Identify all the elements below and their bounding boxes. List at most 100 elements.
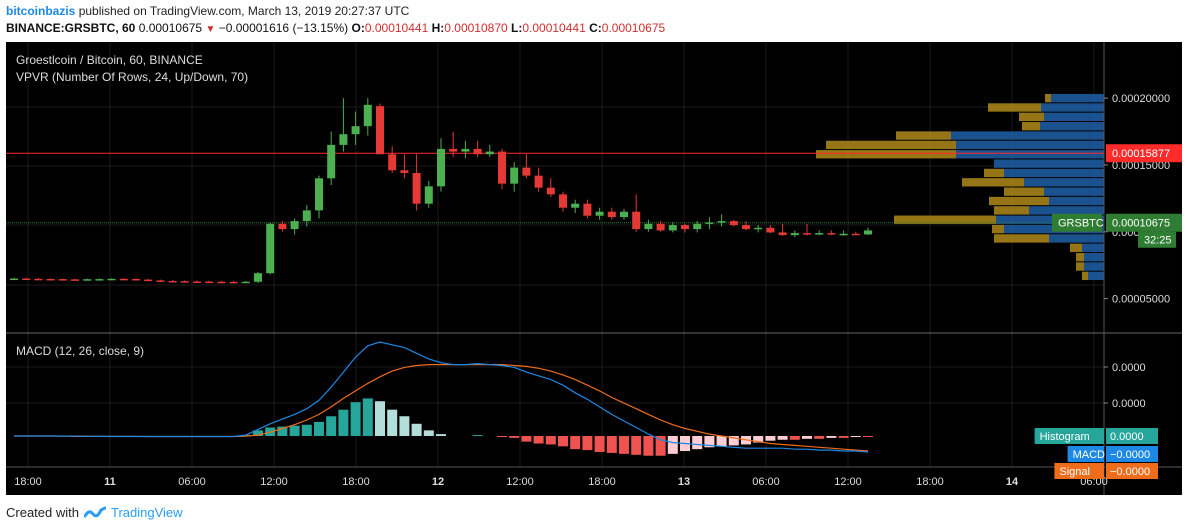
volume-profile-up-bar bbox=[989, 196, 1049, 206]
macd-legend-value: −0.0000 bbox=[1110, 466, 1150, 478]
symbol-badge bbox=[1052, 213, 1102, 232]
symbol-label: BINANCE:GRSBTC, 60 bbox=[6, 21, 136, 35]
candle-body bbox=[180, 281, 189, 283]
volume-profile-up-bar bbox=[816, 150, 956, 159]
histogram-bar bbox=[704, 436, 715, 448]
vpvr-label: VPVR (Number Of Rows, 24, Up/Down, 70) bbox=[16, 70, 248, 84]
candle-body bbox=[71, 279, 79, 281]
time-tick-label: 13 bbox=[678, 476, 690, 488]
candle-body bbox=[571, 203, 580, 208]
candle-body bbox=[376, 106, 384, 155]
candle-body bbox=[95, 279, 104, 281]
author-link[interactable]: bitcoinbazis bbox=[6, 4, 76, 18]
candle-body bbox=[278, 223, 287, 230]
candle-body bbox=[717, 221, 726, 223]
price-change: −0.00001616 (−13.15%) bbox=[218, 21, 349, 35]
candle-body bbox=[827, 233, 836, 235]
candle-body bbox=[766, 227, 775, 233]
candle-body bbox=[449, 148, 458, 152]
histogram-bar bbox=[826, 436, 837, 438]
candle-body bbox=[815, 233, 824, 235]
trading-chart[interactable]: 0.000200000.000150000.000100000.00005000… bbox=[6, 42, 1182, 495]
volume-profile-up-bar bbox=[1019, 112, 1044, 122]
high-label: H: bbox=[431, 21, 445, 35]
candle-body bbox=[534, 175, 543, 188]
last-price-badge-text: 0.00010675 bbox=[1112, 218, 1170, 230]
histogram-bar bbox=[631, 436, 642, 455]
histogram-bar bbox=[399, 416, 410, 436]
open-value: 0.00010441 bbox=[364, 21, 429, 35]
histogram-bar bbox=[314, 421, 324, 436]
candle-body bbox=[839, 233, 848, 236]
histogram-bar bbox=[777, 436, 788, 440]
volume-profile-down-bar bbox=[1082, 243, 1104, 252]
volume-profile-up-bar bbox=[1076, 252, 1084, 262]
candle-body bbox=[315, 178, 323, 211]
histogram-bar bbox=[594, 436, 605, 452]
candle-body bbox=[363, 104, 372, 127]
candle-body bbox=[168, 280, 177, 283]
candle-body bbox=[607, 211, 616, 218]
candle-body bbox=[742, 225, 750, 230]
volume-profile-up-bar bbox=[1045, 93, 1051, 103]
histogram-bar bbox=[436, 434, 446, 436]
macd-legend-value-badge bbox=[1106, 428, 1158, 444]
candle-body bbox=[132, 278, 140, 281]
histogram-bar bbox=[765, 436, 776, 441]
volume-profile-up-bar bbox=[894, 215, 996, 224]
macd-legend-name: Signal bbox=[1059, 466, 1090, 478]
volume-profile-down-bar bbox=[1049, 234, 1104, 243]
candle-body bbox=[498, 151, 506, 184]
candle-body bbox=[193, 281, 201, 283]
histogram-bar bbox=[728, 436, 739, 446]
candle-body bbox=[107, 278, 116, 281]
macd-pane bbox=[14, 341, 873, 456]
candle-body bbox=[437, 148, 445, 187]
histogram-bar bbox=[350, 402, 361, 436]
candle-body bbox=[290, 221, 299, 230]
volume-profile bbox=[816, 93, 1104, 281]
hline-price-badge bbox=[1106, 144, 1182, 163]
volume-profile-down-bar bbox=[1088, 271, 1104, 281]
histogram-bar bbox=[533, 436, 544, 444]
tradingview-brand[interactable]: TradingView bbox=[110, 505, 183, 520]
volume-profile-up-bar bbox=[826, 140, 956, 150]
grid bbox=[6, 42, 1104, 467]
candle-body bbox=[254, 273, 262, 282]
time-tick-label: 18:00 bbox=[588, 476, 616, 488]
candle-body bbox=[412, 172, 421, 204]
volume-profile-down-bar bbox=[1084, 262, 1104, 271]
histogram-bar bbox=[472, 435, 483, 437]
volume-profile-up-bar bbox=[988, 103, 1041, 112]
histogram-bar bbox=[545, 436, 556, 445]
macd-legend-name-badge bbox=[1054, 463, 1104, 479]
macd-legend-value: −0.0000 bbox=[1110, 449, 1150, 461]
candle-body bbox=[864, 230, 872, 235]
volume-profile-up-bar bbox=[1022, 122, 1040, 131]
candle-body bbox=[778, 232, 787, 236]
histogram-bar bbox=[582, 436, 593, 451]
candle-body bbox=[803, 233, 811, 235]
histogram-bar bbox=[558, 436, 568, 447]
volume-profile-up-bar bbox=[994, 234, 1049, 243]
macd-title: MACD (12, 26, close, 9) bbox=[16, 344, 144, 358]
histogram-bar bbox=[789, 436, 800, 440]
histogram-bar bbox=[606, 436, 617, 453]
time-axis[interactable]: 18:00 11 06:00 12:00 18:00 12 12:00 18:00 13 06:0… bbox=[14, 476, 1108, 488]
histogram-bar bbox=[375, 401, 385, 436]
histogram-bar bbox=[692, 436, 703, 450]
close-label: C: bbox=[589, 21, 602, 35]
candle-body bbox=[851, 233, 860, 236]
macd-axis[interactable]: 0.0000 0.0000 bbox=[1104, 362, 1146, 410]
histogram-bar bbox=[509, 436, 520, 438]
histogram-bar bbox=[619, 436, 629, 454]
macd-legend-name: MACD bbox=[1073, 449, 1105, 461]
time-tick-label: 06:00 bbox=[752, 476, 780, 488]
histogram-bar bbox=[411, 423, 422, 436]
low-label: L: bbox=[511, 21, 523, 35]
histogram-bar bbox=[326, 416, 337, 436]
volume-profile-down-bar bbox=[1084, 252, 1104, 262]
macd-legend-value: 0.0000 bbox=[1110, 431, 1144, 443]
volume-profile-up-bar bbox=[994, 206, 1029, 215]
